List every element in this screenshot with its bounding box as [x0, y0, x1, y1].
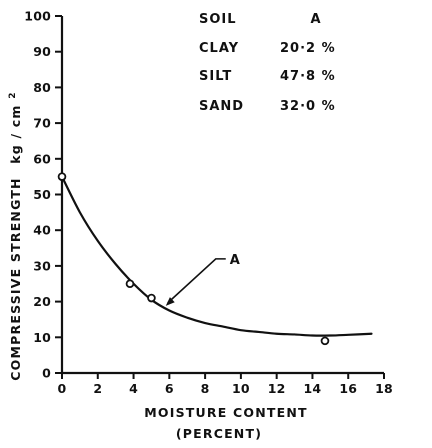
info-value-clay: 20·2 % — [280, 41, 336, 56]
x-tick-label: 6 — [165, 381, 174, 396]
data-point — [125, 279, 135, 289]
info-label-silt: SILT — [199, 69, 232, 84]
series-a-curve — [60, 175, 373, 337]
info-value-soil: A — [310, 12, 321, 27]
x-tick-label: 4 — [129, 381, 138, 396]
x-axis-subtitle: (PERCENT) — [176, 426, 262, 441]
annotations: A — [165, 253, 240, 306]
x-tick-label: 12 — [268, 381, 286, 396]
x-tick-label: 16 — [339, 381, 357, 396]
info-label-soil: SOIL — [199, 12, 237, 27]
series-a-label: A — [230, 253, 240, 268]
y-tick-label: 60 — [33, 151, 51, 166]
y-tick-label: 70 — [33, 116, 51, 131]
x-tick-label: 0 — [58, 381, 67, 396]
y-axis-unit: kg / cm — [8, 104, 23, 163]
y-tick-label: 30 — [33, 258, 51, 273]
y-tick-label: 100 — [24, 9, 51, 24]
annotation-leader-line — [167, 258, 226, 304]
y-tick-label: 80 — [33, 80, 51, 95]
y-axis-label: COMPRESSIVE STRENGTH — [8, 177, 23, 380]
y-axis-unit-superscript: 2 — [8, 91, 18, 98]
info-label-clay: CLAY — [199, 41, 239, 56]
data-points — [57, 172, 330, 346]
x-tick-label: 14 — [304, 381, 322, 396]
curves — [60, 175, 373, 337]
y-tick-label: 50 — [33, 187, 51, 202]
x-tick-label: 2 — [93, 381, 102, 396]
x-tick-label: 8 — [201, 381, 210, 396]
y-tick-label: 20 — [33, 294, 51, 309]
y-tick-label: 90 — [33, 44, 51, 59]
y-axis-title: COMPRESSIVE STRENGTH kg / cm 2 — [8, 91, 23, 380]
y-tick-label: 10 — [33, 330, 51, 345]
info-label-sand: SAND — [199, 99, 244, 114]
x-tick-label: 10 — [232, 381, 250, 396]
y-tick-label: 40 — [33, 223, 51, 238]
x-axis-title: MOISTURE CONTENT — [144, 405, 307, 420]
data-point — [320, 336, 330, 346]
ticks: 0 10 20 30 40 50 60 70 80 90 100 0 2 4 6 8 10 12 14 16 18 — [24, 9, 393, 397]
info-value-silt: 47·8 % — [280, 69, 336, 84]
x-tick-label: 18 — [375, 381, 393, 396]
y-tick-label: 0 — [42, 366, 51, 381]
soil-info-table: SOIL A CLAY 20·2 % SILT 47·8 % SAND 32·0… — [199, 12, 336, 114]
annotation-arrowhead — [165, 297, 175, 306]
data-point — [147, 293, 156, 303]
data-point — [57, 172, 67, 181]
info-value-sand: 32·0 % — [280, 99, 336, 114]
